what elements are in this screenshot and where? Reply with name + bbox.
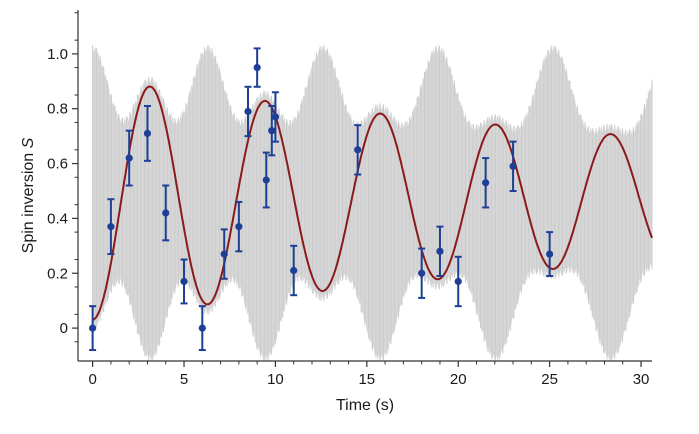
data-point — [162, 184, 170, 242]
uncertainty-band-hatching — [92, 45, 653, 362]
data-point-marker — [180, 277, 188, 286]
data-point-marker — [107, 223, 115, 231]
data-point — [418, 247, 426, 299]
uncertainty-band-layer — [92, 45, 653, 362]
y-axis-title: Spin inversion S — [20, 137, 37, 253]
data-point — [546, 231, 554, 277]
data-point-marker — [354, 146, 362, 154]
axes-layer: 0 5 10 15 20 25 30 0 0.2 0.4 0.6 0.8 1.0 — [47, 10, 652, 388]
data-points-layer — [89, 47, 554, 352]
x-tick-label: 10 — [267, 371, 284, 388]
data-point — [262, 151, 270, 209]
data-point-marker — [162, 209, 170, 217]
data-point-marker — [198, 324, 206, 332]
x-tick-label: 15 — [358, 371, 375, 388]
data-point — [143, 104, 152, 162]
data-point — [198, 305, 206, 352]
data-point-marker — [436, 247, 444, 255]
data-point — [268, 104, 276, 157]
x-axis-title: Time (s) — [336, 397, 394, 414]
data-point-marker — [89, 324, 97, 332]
data-point-marker — [244, 107, 252, 116]
x-tick-label: 5 — [180, 371, 188, 388]
data-point — [271, 91, 280, 143]
data-point-marker — [268, 127, 276, 135]
x-tick-label: 0 — [88, 371, 96, 388]
data-point-marker — [546, 250, 554, 258]
data-point — [235, 200, 243, 253]
data-point-marker — [290, 266, 298, 275]
y-tick-label: 0 — [60, 320, 68, 337]
data-point-marker — [482, 179, 490, 187]
data-point — [180, 258, 188, 305]
data-point — [436, 225, 444, 277]
data-point-marker — [271, 113, 280, 121]
x-tick-label: 25 — [541, 371, 558, 388]
y-tick-label: 0.2 — [47, 265, 68, 282]
data-point — [125, 129, 133, 187]
data-point-marker — [454, 277, 462, 286]
data-point — [454, 255, 462, 308]
data-point-marker — [418, 269, 426, 277]
x-tick-label: 20 — [450, 371, 467, 388]
data-point — [509, 140, 517, 192]
y-tick-label: 0.6 — [47, 156, 68, 173]
y-axis-title-symbol: S — [20, 137, 37, 148]
data-point-marker — [235, 223, 243, 231]
data-point — [107, 198, 115, 256]
data-point-marker — [509, 162, 517, 170]
data-point — [220, 228, 228, 280]
data-point-marker — [143, 129, 152, 137]
data-point — [244, 85, 252, 138]
data-point — [482, 157, 490, 209]
data-point — [253, 47, 261, 88]
data-point — [89, 305, 97, 352]
y-axis-title-text: Spin inversion — [20, 148, 37, 253]
x-tick-label: 30 — [633, 371, 650, 388]
data-point-marker — [220, 250, 228, 258]
data-point-marker — [262, 176, 270, 184]
data-point — [290, 244, 298, 297]
data-point-marker — [125, 154, 133, 162]
fit-curve-layer — [92, 85, 653, 321]
fit-curve — [92, 85, 653, 321]
y-tick-label: 0.8 — [47, 101, 68, 118]
y-tick-label: 0.4 — [47, 210, 68, 227]
data-point — [354, 124, 362, 176]
data-point-marker — [253, 63, 261, 72]
y-tick-label: 1.0 — [47, 46, 68, 63]
